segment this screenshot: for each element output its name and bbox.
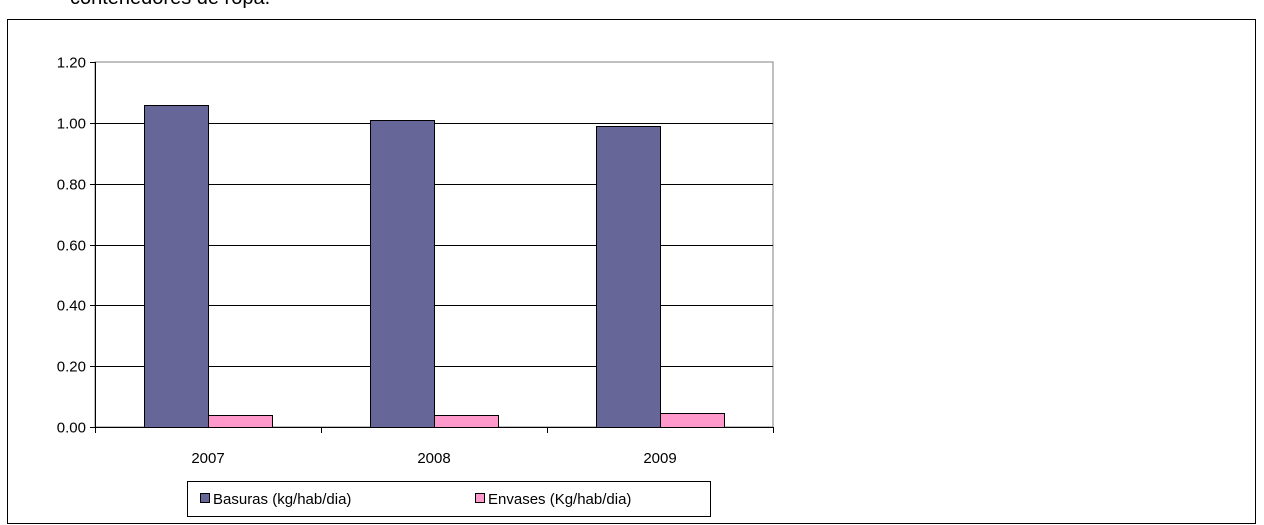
bar-envases-2009: [660, 413, 725, 428]
y-tick-label: 0.60: [57, 238, 86, 255]
legend-swatch: [475, 493, 485, 503]
y-tick-label: 1.20: [57, 55, 86, 72]
bars: [144, 105, 725, 428]
legend-swatch: [200, 493, 210, 503]
x-tick-label: 2009: [643, 450, 676, 467]
y-tick-label: 0.80: [57, 177, 86, 194]
axes: 0.00 0.20 0.40 0.60 0.80 1.00 1.20 2007 2008 2009: [57, 55, 774, 467]
legend-label: Envases (Kg/hab/dia): [488, 491, 631, 508]
y-tick-label: 0.40: [57, 298, 86, 315]
legend-box: [187, 481, 711, 517]
y-tick-label: 0.20: [57, 359, 86, 376]
x-tick-label: 2008: [417, 450, 450, 467]
bar-basuras-2007: [144, 105, 209, 428]
legend: Basuras (kg/hab/dia) Envases (Kg/hab/dia): [187, 481, 711, 517]
bar-basuras-2009: [596, 126, 661, 428]
bar-envases-2008: [434, 415, 499, 428]
legend-label: Basuras (kg/hab/dia): [213, 491, 351, 508]
x-tick-label: 2007: [191, 450, 224, 467]
y-tick-label: 1.00: [57, 116, 86, 133]
page-caption: contenedores de ropa.: [70, 0, 270, 10]
bar-envases-2007: [208, 415, 273, 428]
bar-basuras-2008: [370, 120, 435, 428]
y-tick-label: 0.00: [57, 420, 86, 437]
